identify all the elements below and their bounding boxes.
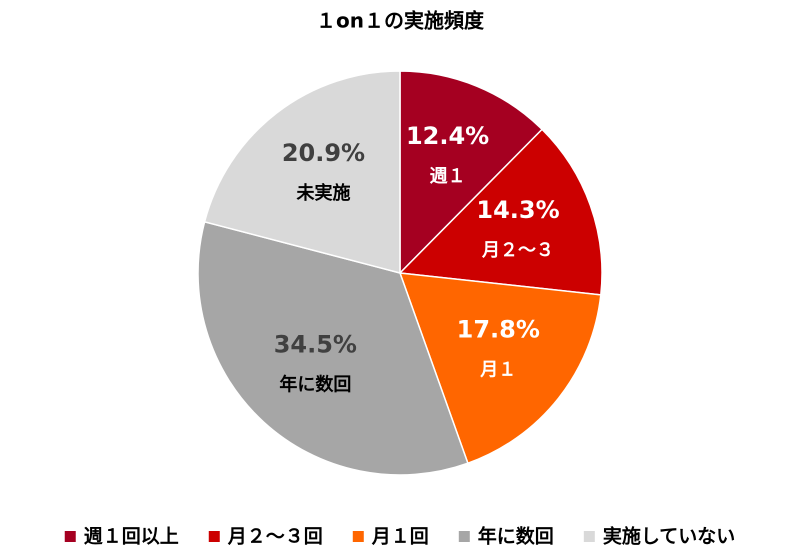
value-label: 12.4% [406,122,489,150]
value-label: 34.5% [274,330,357,358]
pie-slice [398,128,603,296]
legend-label: 実施していない [603,525,735,548]
legend-swatch [208,531,220,542]
legend-swatch [352,531,364,542]
slice-label: 年に数回 [279,373,351,395]
slice-label: 週１ [430,166,466,187]
legend-label: 週１回以上 [84,526,179,548]
value-label: 14.3% [476,196,559,224]
slice-label: 未実施 [296,182,350,204]
legend-label: 月２～３回 [227,526,323,548]
legend-swatch [458,531,470,542]
legend-swatch [583,531,595,542]
pie-slice [398,272,602,465]
pie-slice [203,70,401,274]
slice-label: 月１ [479,360,516,381]
chart-title: １on１の実施頻度 [316,9,485,33]
legend-swatch [64,531,76,542]
slice-label: 月２～３ [481,240,554,261]
legend-label: 月１回 [371,526,429,548]
value-label: 20.9% [282,139,365,167]
legend-label: 年に数回 [478,525,554,548]
pie-slice [399,70,544,275]
pie-slice [197,220,469,476]
value-label: 17.8% [457,316,540,344]
